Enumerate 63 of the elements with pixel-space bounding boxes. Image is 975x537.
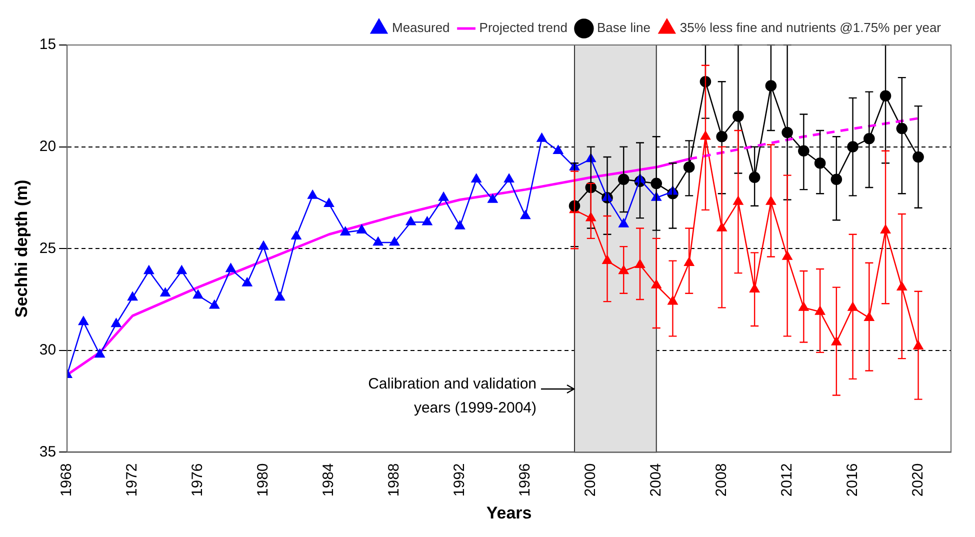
x-tick-label: 1996: [516, 463, 534, 497]
legend-label: 35% less fine and nutrients @1.75% per year: [680, 20, 942, 36]
point: [553, 145, 564, 154]
x-tick-label: 1976: [189, 463, 206, 497]
point: [176, 265, 187, 274]
point: [193, 290, 204, 299]
x-tick-label: 2008: [712, 463, 730, 497]
point: [160, 288, 170, 297]
point: [618, 218, 629, 228]
point: [94, 348, 105, 358]
y-tick-label: 35: [39, 443, 56, 460]
x-tick-label: 1972: [124, 463, 141, 497]
y-tick-label: 20: [39, 138, 56, 155]
point: [340, 226, 350, 236]
point: [324, 198, 334, 207]
point: [765, 80, 777, 92]
point: [814, 157, 826, 169]
point: [650, 178, 662, 190]
point: [896, 122, 908, 134]
point: [242, 278, 252, 286]
point: [144, 265, 154, 274]
point: [488, 194, 498, 203]
legend-label: Base line: [596, 20, 650, 36]
x-tick-label: 1968: [58, 463, 76, 497]
x-tick-label: 1988: [386, 463, 403, 497]
x-tick-label: 2016: [844, 463, 861, 497]
point: [373, 236, 384, 246]
point: [78, 316, 88, 326]
x-tick-label: 2000: [582, 463, 600, 497]
x-axis-title: Years: [486, 503, 532, 522]
x-tick-label: 2012: [778, 463, 796, 497]
y-tick-label: 25: [39, 240, 56, 257]
point: [291, 230, 302, 240]
x-tick-label: 1980: [254, 463, 272, 497]
point: [258, 240, 268, 250]
point: [520, 210, 530, 220]
x-tick-label: 2020: [909, 463, 926, 497]
point: [209, 300, 220, 309]
point: [111, 318, 122, 328]
point: [422, 216, 432, 226]
x-tick-label: 2004: [648, 463, 664, 497]
y-tick-label: 30: [39, 342, 56, 359]
y-tick-label: 15: [39, 36, 56, 54]
x-tick-label: 1984: [320, 463, 338, 497]
annotation: Calibration and validation years (1999-2004): [368, 375, 537, 416]
y-axis-title: Sechhi depth (m): [12, 180, 31, 318]
legend-label: Projected trend: [479, 20, 568, 36]
point: [438, 192, 449, 201]
legend-label: Measured: [392, 20, 450, 36]
point: [406, 216, 416, 226]
point: [226, 263, 236, 272]
point: [471, 174, 482, 183]
x-tick-label: 1992: [451, 463, 468, 497]
point: [504, 174, 514, 183]
point: [454, 220, 465, 230]
point: [274, 292, 285, 301]
point: [536, 133, 547, 142]
point: [356, 224, 367, 234]
point: [389, 236, 400, 246]
point: [880, 90, 892, 102]
point: [700, 130, 710, 140]
point: [128, 292, 138, 301]
point: [308, 190, 318, 199]
